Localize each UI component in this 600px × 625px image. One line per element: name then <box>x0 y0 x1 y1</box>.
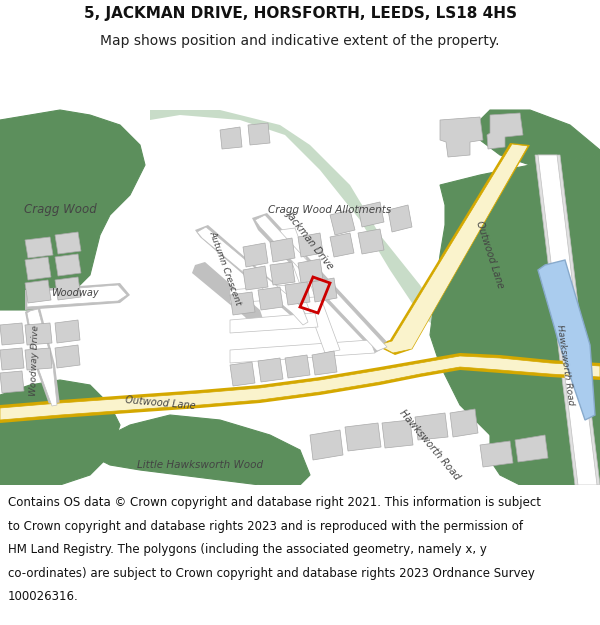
Text: to Crown copyright and database rights 2023 and is reproduced with the permissio: to Crown copyright and database rights 2… <box>8 520 523 532</box>
Polygon shape <box>230 362 255 386</box>
Text: Jackman Drive: Jackman Drive <box>284 209 335 271</box>
Text: Hawksworth Road: Hawksworth Road <box>555 324 575 406</box>
Polygon shape <box>230 340 375 363</box>
Polygon shape <box>252 213 390 353</box>
Polygon shape <box>330 210 355 235</box>
Polygon shape <box>25 348 52 370</box>
Polygon shape <box>270 262 295 285</box>
Text: Map shows position and indicative extent of the property.: Map shows position and indicative extent… <box>100 34 500 48</box>
Polygon shape <box>150 110 440 330</box>
Polygon shape <box>25 308 60 407</box>
Polygon shape <box>345 423 381 451</box>
Polygon shape <box>25 257 51 280</box>
Polygon shape <box>0 348 24 370</box>
Polygon shape <box>25 280 51 303</box>
Text: Autumn Crescent: Autumn Crescent <box>208 229 242 306</box>
Polygon shape <box>330 233 354 257</box>
Polygon shape <box>475 110 600 165</box>
Polygon shape <box>450 409 478 437</box>
Polygon shape <box>258 287 283 310</box>
Polygon shape <box>310 430 343 460</box>
Polygon shape <box>535 155 600 485</box>
Text: Woodway Drive: Woodway Drive <box>29 324 41 396</box>
Polygon shape <box>0 371 24 393</box>
Polygon shape <box>55 232 81 254</box>
Polygon shape <box>270 238 295 262</box>
Polygon shape <box>490 430 580 485</box>
Polygon shape <box>515 435 548 462</box>
Text: Contains OS data © Crown copyright and database right 2021. This information is : Contains OS data © Crown copyright and d… <box>8 496 541 509</box>
Polygon shape <box>312 278 337 302</box>
Polygon shape <box>90 415 310 485</box>
Polygon shape <box>430 155 600 485</box>
Text: co-ordinates) are subject to Crown copyright and database rights 2023 Ordnance S: co-ordinates) are subject to Crown copyr… <box>8 567 535 580</box>
Polygon shape <box>243 243 268 267</box>
Polygon shape <box>248 123 270 145</box>
Polygon shape <box>285 355 310 378</box>
Polygon shape <box>0 110 145 310</box>
Polygon shape <box>388 205 412 232</box>
Polygon shape <box>538 260 595 420</box>
Polygon shape <box>312 351 337 375</box>
Text: 100026316.: 100026316. <box>8 590 79 603</box>
Polygon shape <box>27 309 57 406</box>
Polygon shape <box>298 233 323 257</box>
Polygon shape <box>243 266 268 290</box>
Text: Woodway: Woodway <box>51 288 99 298</box>
Polygon shape <box>280 228 340 353</box>
Polygon shape <box>285 282 310 305</box>
Polygon shape <box>55 320 80 343</box>
Polygon shape <box>27 285 127 307</box>
Polygon shape <box>192 262 265 330</box>
Polygon shape <box>0 356 600 420</box>
Polygon shape <box>480 441 513 467</box>
Polygon shape <box>0 380 120 485</box>
Text: Cragg Wood: Cragg Wood <box>23 204 97 216</box>
Polygon shape <box>230 292 255 315</box>
Polygon shape <box>55 254 81 276</box>
Polygon shape <box>230 283 315 303</box>
Polygon shape <box>375 143 530 355</box>
Text: Hawksworth Road: Hawksworth Road <box>398 408 462 482</box>
Text: Cragg Wood Allotments: Cragg Wood Allotments <box>268 205 392 215</box>
Text: Outwood Lane: Outwood Lane <box>475 220 506 290</box>
Polygon shape <box>0 353 600 423</box>
Polygon shape <box>298 259 323 283</box>
Polygon shape <box>378 144 528 353</box>
Text: Outwood Lane: Outwood Lane <box>124 395 196 411</box>
Polygon shape <box>25 283 130 310</box>
Polygon shape <box>25 323 52 345</box>
Polygon shape <box>55 345 80 368</box>
Polygon shape <box>195 225 310 327</box>
Polygon shape <box>220 127 242 149</box>
Polygon shape <box>382 420 413 448</box>
Polygon shape <box>538 155 597 485</box>
Polygon shape <box>358 202 384 227</box>
Polygon shape <box>358 229 384 254</box>
Polygon shape <box>255 215 387 351</box>
Polygon shape <box>487 113 523 149</box>
Polygon shape <box>415 413 448 440</box>
Polygon shape <box>440 117 483 157</box>
Polygon shape <box>55 277 81 300</box>
Polygon shape <box>25 237 53 258</box>
Text: 5, JACKMAN DRIVE, HORSFORTH, LEEDS, LS18 4HS: 5, JACKMAN DRIVE, HORSFORTH, LEEDS, LS18… <box>83 6 517 21</box>
Polygon shape <box>230 313 318 333</box>
Text: Little Hawksworth Wood: Little Hawksworth Wood <box>137 460 263 470</box>
Polygon shape <box>258 358 283 382</box>
Polygon shape <box>0 323 24 345</box>
Polygon shape <box>197 227 308 325</box>
Text: HM Land Registry. The polygons (including the associated geometry, namely x, y: HM Land Registry. The polygons (includin… <box>8 543 487 556</box>
